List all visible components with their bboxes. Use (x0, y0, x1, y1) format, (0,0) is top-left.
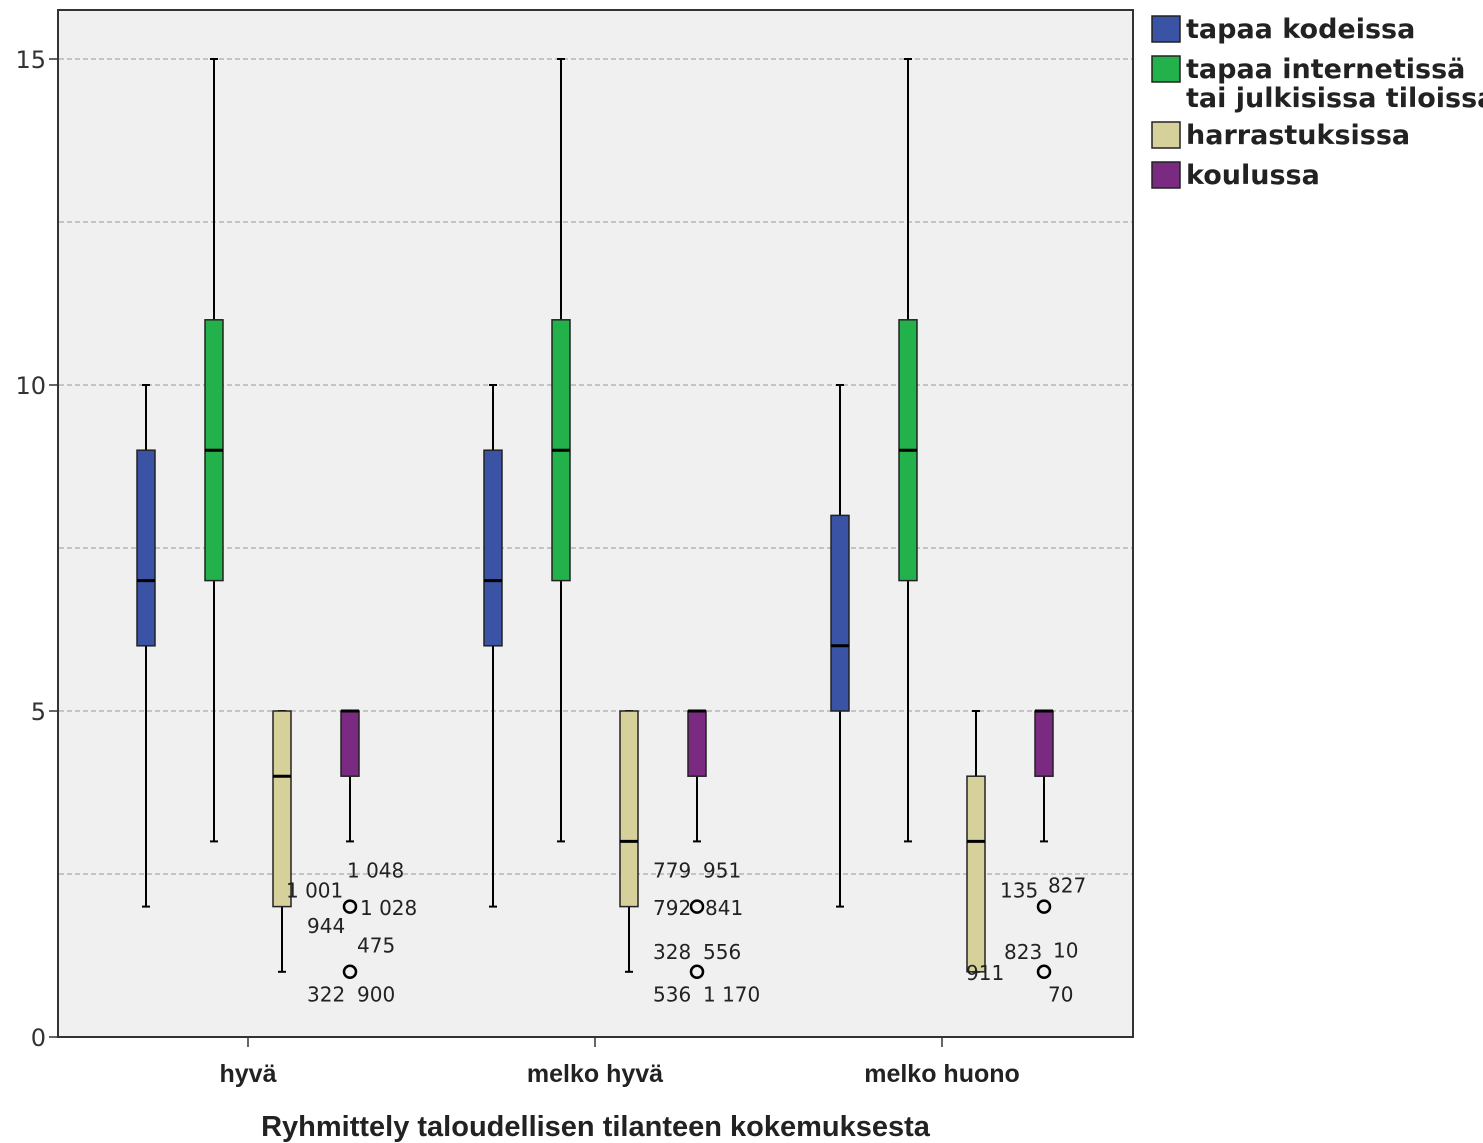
x-tick-label: hyvä (220, 1060, 277, 1088)
outlier-id-label: 475 (357, 934, 395, 958)
box-3-1 (687, 709, 707, 980)
plot-area (57, 9, 1134, 1038)
outlier-id-label: 841 (705, 896, 743, 920)
legend-swatch (1151, 15, 1181, 43)
y-tick-label: 10 (15, 372, 46, 400)
box (619, 710, 639, 908)
outlier-id-label: 1 028 (360, 896, 417, 920)
box-0-0 (136, 384, 156, 908)
legend-label: tai julkisissa tiloissa (1186, 83, 1483, 114)
x-tick-label: melko hyvä (527, 1060, 663, 1088)
outlier-point (1036, 964, 1052, 980)
box-2-2 (966, 710, 986, 973)
x-axis: hyvä melko hyvä melko huono (220, 1037, 1020, 1088)
outlier-id-label: 823 (1004, 940, 1042, 964)
outlier-point (1036, 899, 1052, 914)
outlier-id-label: 911 (966, 961, 1004, 985)
box-2-1 (619, 710, 639, 973)
outlier-point (689, 964, 705, 980)
legend-swatch (1151, 55, 1181, 83)
legend-label: koulussa (1186, 160, 1320, 191)
legend-swatch (1151, 161, 1181, 189)
legend-label: tapaa internetissä (1186, 54, 1465, 85)
box (1034, 710, 1054, 777)
box-groups (136, 58, 1054, 980)
outlier-id-label: 827 (1048, 874, 1086, 898)
outlier-id-label: 556 (703, 940, 741, 964)
box-1-1 (551, 58, 571, 843)
gridlines (59, 58, 1132, 875)
outlier-id-label: 1 001 (286, 878, 343, 902)
legend-label: tapaa kodeissa (1186, 14, 1415, 45)
box-3-2 (1034, 709, 1054, 980)
box (136, 449, 156, 647)
outlier-id-label: 1 048 (347, 859, 404, 883)
legend-item: koulussa (1151, 160, 1320, 191)
outlier-id-label: 70 (1048, 983, 1073, 1007)
box-0-2 (830, 384, 850, 908)
box-1-0 (204, 58, 224, 843)
outlier-id-label: 135 (1000, 878, 1038, 902)
outlier-id-label: 322 (307, 983, 345, 1007)
outlier-id-label: 536 (653, 983, 691, 1007)
outlier-id-label: 951 (703, 859, 741, 883)
outlier-id-label: 328 (653, 940, 691, 964)
box-1-2 (898, 58, 918, 843)
y-tick-label: 0 (31, 1024, 46, 1052)
outlier-id-label: 779 (653, 859, 691, 883)
outlier-id-label: 1 170 (703, 983, 760, 1007)
outlier-id-label: 10 (1053, 938, 1078, 962)
box-0-1 (483, 384, 503, 908)
box (483, 449, 503, 647)
legend-item: tapaa kodeissa (1151, 14, 1415, 45)
box (830, 514, 850, 712)
outlier-id-label: 792 (653, 896, 691, 920)
y-tick-label: 15 (15, 46, 46, 74)
box (687, 710, 707, 777)
y-axis: 0 5 10 15 (15, 46, 58, 1052)
box (272, 710, 292, 908)
legend-label: harrastuksissa (1186, 120, 1410, 151)
outlier-point (689, 899, 705, 914)
outlier-id-label: 944 (307, 914, 345, 938)
box (340, 710, 360, 777)
legend-swatch (1151, 121, 1181, 149)
box-2-0 (272, 710, 292, 973)
y-tick-label: 5 (31, 698, 46, 726)
legend-item: harrastuksissa (1151, 120, 1410, 151)
outlier-id-label: 900 (357, 983, 395, 1007)
x-tick-label: melko huono (864, 1060, 1020, 1088)
outlier-point (342, 964, 358, 980)
box-3-0 (340, 709, 360, 980)
x-axis-title: Ryhmittely taloudellisen tilanteen kokem… (261, 1111, 931, 1143)
outlier-point (342, 899, 358, 914)
box (966, 775, 986, 973)
